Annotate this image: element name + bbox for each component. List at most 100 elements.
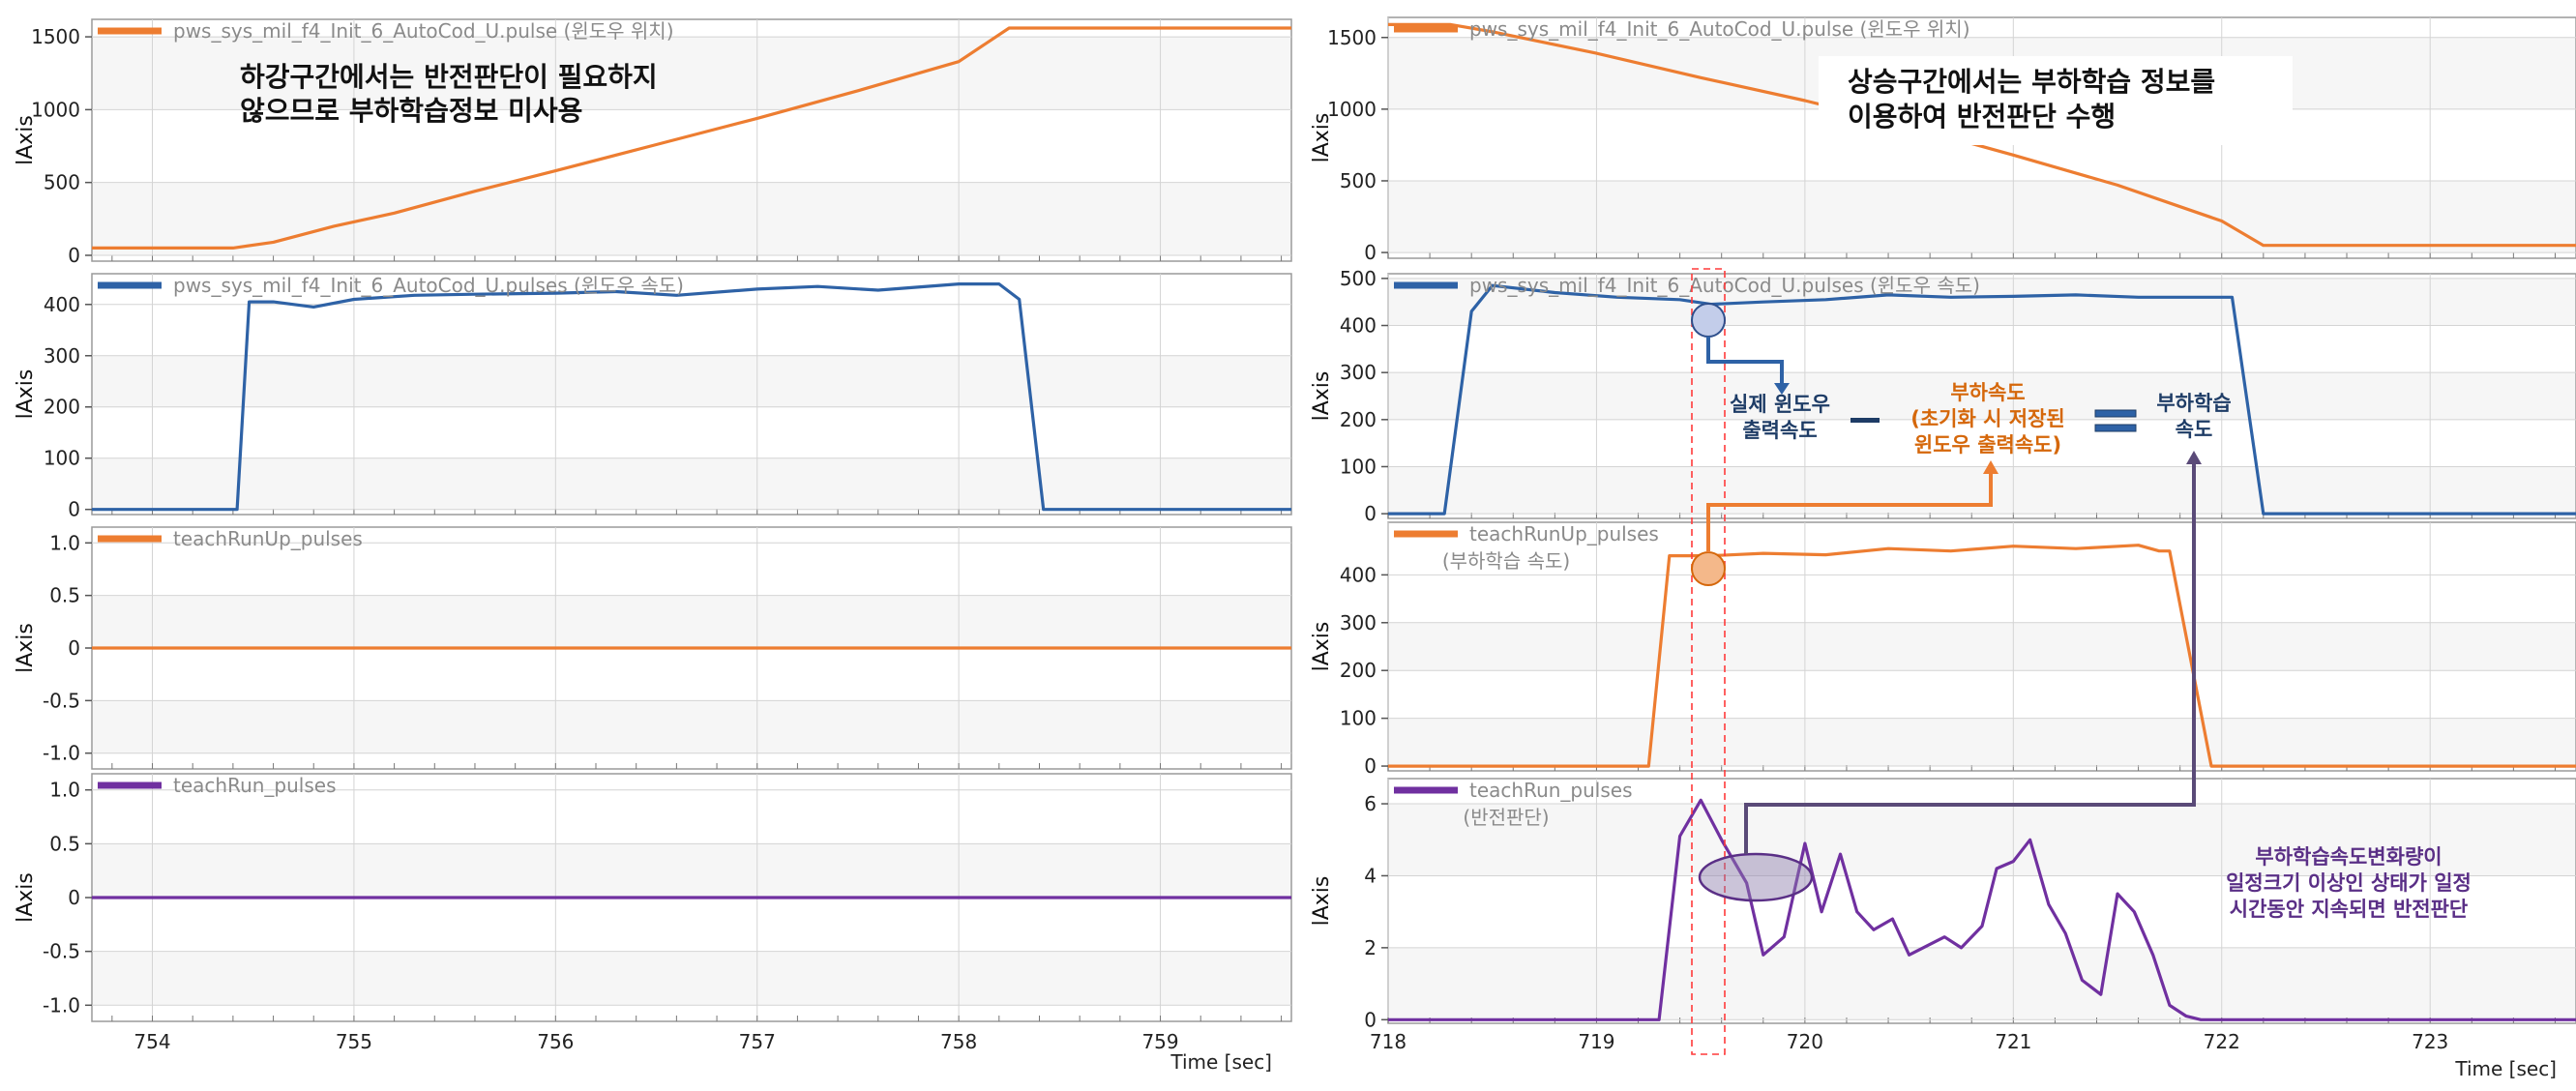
y-tick-label: 200 bbox=[1340, 659, 1377, 682]
y-tick-label: -0.5 bbox=[43, 689, 80, 712]
speed-marker bbox=[1691, 303, 1726, 338]
callout-rule-3: 시간동안 지속되면 반전판단 bbox=[2230, 898, 2468, 921]
y-tick-label: 1.0 bbox=[49, 779, 80, 802]
teach-connector bbox=[1706, 472, 1993, 552]
y-axis-label: lAxis bbox=[14, 623, 38, 673]
y-tick-label: 500 bbox=[1340, 169, 1377, 192]
change-ellipse bbox=[1698, 852, 1814, 902]
y-tick-label: 0 bbox=[1364, 502, 1377, 525]
y-tick-label: 100 bbox=[1340, 707, 1377, 730]
legend-label: teachRun_pulses bbox=[173, 774, 337, 797]
plot-panel-2: 0100200300400500lAxispws_sys_mil_f4_Init… bbox=[1310, 267, 2576, 525]
grid-band bbox=[93, 700, 1290, 753]
x-tick-label: 722 bbox=[2204, 1030, 2240, 1053]
right-note-line-2: 이용하여 반전판단 수행 bbox=[1848, 101, 2116, 133]
y-tick-label: 0 bbox=[1364, 1008, 1377, 1031]
series-line-2 bbox=[92, 282, 1291, 512]
callout-actual-2: 출력속도 bbox=[1742, 419, 1817, 442]
callout-rule-2: 일정크기 이상인 상태가 일정 bbox=[2226, 871, 2472, 895]
grid-band bbox=[1389, 718, 2575, 767]
y-tick-label: 1500 bbox=[31, 25, 80, 48]
right-note-line-1: 상승구간에서는 부하학습 정보를 bbox=[1848, 66, 2215, 98]
y-tick-label: 2 bbox=[1364, 936, 1377, 959]
x-tick-label: 718 bbox=[1370, 1030, 1406, 1053]
judge-arrowhead bbox=[2186, 451, 2202, 464]
callout-load-2: (초기화 시 저장된 bbox=[1910, 407, 2064, 430]
callout-learn-2: 속도 bbox=[2176, 418, 2213, 441]
y-tick-label: 400 bbox=[1340, 563, 1377, 586]
x-tick-label: 723 bbox=[2412, 1030, 2448, 1053]
x-tick-label: 755 bbox=[336, 1030, 372, 1053]
callout-actual-1: 실제 윈도우 bbox=[1730, 393, 1830, 416]
grid-band bbox=[93, 37, 1290, 110]
y-tick-label: 100 bbox=[1340, 455, 1377, 478]
legend-label: pws_sys_mil_f4_Init_6_AutoCod_U.pulse (윈… bbox=[173, 19, 674, 43]
y-tick-label: 6 bbox=[1364, 792, 1377, 815]
x-tick-label: 757 bbox=[739, 1030, 776, 1053]
y-tick-label: 1000 bbox=[31, 98, 80, 121]
series-line-4 bbox=[1388, 798, 2576, 1021]
series-line-1 bbox=[92, 26, 1291, 250]
x-tick-label: 719 bbox=[1578, 1030, 1614, 1053]
x-tick-label: 720 bbox=[1787, 1030, 1823, 1053]
y-axis-label: lAxis bbox=[1310, 113, 1334, 163]
y-tick-label: 400 bbox=[44, 293, 80, 316]
speed-connector bbox=[1706, 337, 1784, 385]
y-axis-label: lAxis bbox=[14, 872, 38, 923]
grid-band bbox=[1389, 278, 2575, 326]
y-tick-label: 400 bbox=[1340, 314, 1377, 338]
x-tick-label: 756 bbox=[537, 1030, 574, 1053]
y-tick-label: -1.0 bbox=[43, 993, 80, 1017]
y-axis-label: lAxis bbox=[14, 115, 38, 165]
x-axis-label: Time [sec] bbox=[2454, 1057, 2557, 1080]
y-tick-label: 0 bbox=[68, 886, 80, 909]
right-chart: 050010001500lAxispws_sys_mil_f4_Init_6_A… bbox=[1310, 16, 2576, 1080]
y-tick-label: 0 bbox=[68, 636, 80, 660]
speed-arrowhead bbox=[1774, 383, 1790, 395]
y-axis-label: lAxis bbox=[1310, 371, 1334, 422]
series-line-2 bbox=[1388, 283, 2576, 516]
equals-bar-bottom bbox=[2094, 424, 2137, 432]
grid-band bbox=[1389, 622, 2575, 671]
plot-panel-3: 0 100 200 300 400 lAxis teachRunUp_pulses (부하학습… bbox=[1310, 521, 2576, 778]
y-tick-label: 100 bbox=[44, 447, 80, 470]
left-note-line-1: 하강구간에서는 반전판단이 필요하지 bbox=[240, 61, 658, 93]
grid-band bbox=[93, 182, 1290, 255]
y-tick-label: 0.5 bbox=[49, 832, 80, 855]
teach-arrowhead bbox=[1983, 460, 1999, 474]
y-tick-label: 4 bbox=[1364, 864, 1377, 887]
callout-load-1: 부하속도 bbox=[1950, 381, 2025, 404]
y-tick-label: -0.5 bbox=[43, 940, 80, 963]
legend-sublabel: (반전판단) bbox=[1463, 806, 1549, 829]
grid-band bbox=[1389, 180, 2575, 253]
highlight-box bbox=[1691, 268, 1726, 1055]
x-tick-label: 754 bbox=[133, 1030, 170, 1053]
x-axis-label: Time [sec] bbox=[1170, 1050, 1272, 1074]
left-chart: 050010001500lAxispws_sys_mil_f4_Init_6_A… bbox=[14, 18, 1292, 1074]
legend-label: teachRun_pulses bbox=[1469, 779, 1633, 802]
y-tick-label: -1.0 bbox=[43, 742, 80, 765]
equals-bar-top bbox=[2094, 409, 2137, 418]
y-tick-label: 1500 bbox=[1327, 26, 1377, 49]
legend-label: pws_sys_mil_f4_Init_6_AutoCod_U.pulse (윈… bbox=[1469, 17, 1970, 41]
callout-rule-1: 부하학습속도변화량이 bbox=[2255, 845, 2442, 869]
legend-label: pws_sys_mil_f4_Init_6_AutoCod_U.pulses (… bbox=[173, 274, 684, 297]
y-tick-label: 200 bbox=[1340, 408, 1377, 431]
teach-marker bbox=[1691, 551, 1726, 586]
y-tick-label: 0 bbox=[1364, 754, 1377, 778]
y-tick-label: 0 bbox=[1364, 241, 1377, 264]
y-tick-label: 300 bbox=[44, 344, 80, 368]
callout-learn-1: 부하학습 bbox=[2156, 392, 2231, 415]
x-tick-label: 721 bbox=[1995, 1030, 2031, 1053]
y-tick-label: 200 bbox=[44, 396, 80, 419]
y-tick-label: 0.5 bbox=[49, 584, 80, 607]
minus-sign bbox=[1851, 418, 1880, 423]
y-axis-label: lAxis bbox=[1310, 876, 1334, 927]
grid-band bbox=[93, 951, 1290, 1006]
legend-label: teachRunUp_pulses bbox=[1469, 522, 1659, 546]
plot-panel-3: -1.0 -0.5 0 0.5 1.0 lAxis teachRunUp_pulses bbox=[14, 526, 1292, 770]
legend-label: teachRunUp_pulses bbox=[173, 527, 363, 550]
